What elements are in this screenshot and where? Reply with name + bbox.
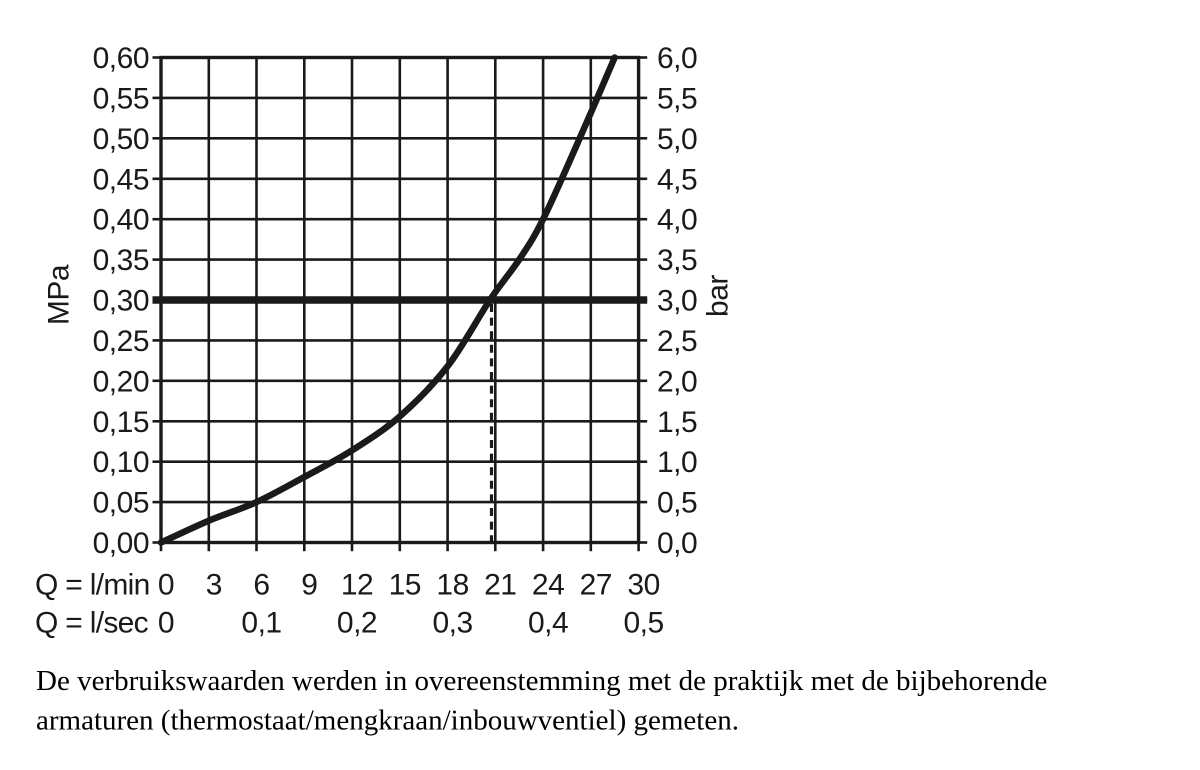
svg-text:0,5: 0,5	[623, 607, 663, 640]
svg-text:Q = l/min: Q = l/min	[35, 569, 150, 602]
svg-text:0,60: 0,60	[93, 42, 149, 75]
svg-text:24: 24	[532, 569, 564, 602]
svg-text:6: 6	[253, 569, 269, 602]
svg-text:0,5: 0,5	[657, 487, 697, 520]
svg-text:0,15: 0,15	[93, 406, 149, 439]
svg-text:3,0: 3,0	[657, 285, 697, 318]
svg-text:0,1: 0,1	[241, 607, 281, 640]
svg-text:0: 0	[158, 569, 174, 602]
svg-text:3: 3	[206, 569, 222, 602]
svg-text:0,30: 0,30	[93, 285, 149, 318]
svg-text:bar: bar	[702, 275, 735, 317]
svg-text:21: 21	[484, 569, 516, 602]
svg-text:1,5: 1,5	[657, 406, 697, 439]
svg-text:0,3: 0,3	[432, 607, 472, 640]
svg-text:15: 15	[389, 569, 421, 602]
svg-text:0,45: 0,45	[93, 163, 149, 196]
svg-text:18: 18	[436, 569, 468, 602]
svg-text:0,4: 0,4	[528, 607, 568, 640]
svg-text:0,20: 0,20	[93, 365, 149, 398]
svg-text:2,5: 2,5	[657, 325, 697, 358]
svg-text:4,0: 4,0	[657, 204, 697, 237]
svg-text:1,0: 1,0	[657, 446, 697, 479]
svg-text:9: 9	[301, 569, 317, 602]
svg-text:0,55: 0,55	[93, 82, 149, 115]
svg-text:0,35: 0,35	[93, 244, 149, 277]
svg-text:0,05: 0,05	[93, 487, 149, 520]
svg-text:4,5: 4,5	[657, 163, 697, 196]
svg-text:12: 12	[341, 569, 373, 602]
svg-text:27: 27	[580, 569, 612, 602]
svg-text:3,5: 3,5	[657, 244, 697, 277]
svg-text:Q = l/sec: Q = l/sec	[35, 607, 149, 640]
svg-text:5,0: 5,0	[657, 123, 697, 156]
svg-text:0: 0	[158, 607, 174, 640]
svg-text:De verbruikswaarden werden in: De verbruikswaarden werden in overeenste…	[36, 665, 1047, 697]
svg-text:0,25: 0,25	[93, 325, 149, 358]
svg-text:5,5: 5,5	[657, 82, 697, 115]
svg-text:armaturen (thermostaat/mengkra: armaturen (thermostaat/mengkraan/inbouwv…	[36, 705, 739, 737]
svg-text:0,40: 0,40	[93, 204, 149, 237]
svg-text:0,50: 0,50	[93, 123, 149, 156]
svg-text:2,0: 2,0	[657, 365, 697, 398]
svg-text:0,00: 0,00	[93, 527, 149, 560]
svg-text:6,0: 6,0	[657, 42, 697, 75]
svg-text:0,2: 0,2	[337, 607, 377, 640]
svg-text:MPa: MPa	[43, 264, 76, 325]
svg-text:0,0: 0,0	[657, 527, 697, 560]
svg-text:0,10: 0,10	[93, 446, 149, 479]
svg-text:30: 30	[627, 569, 659, 602]
